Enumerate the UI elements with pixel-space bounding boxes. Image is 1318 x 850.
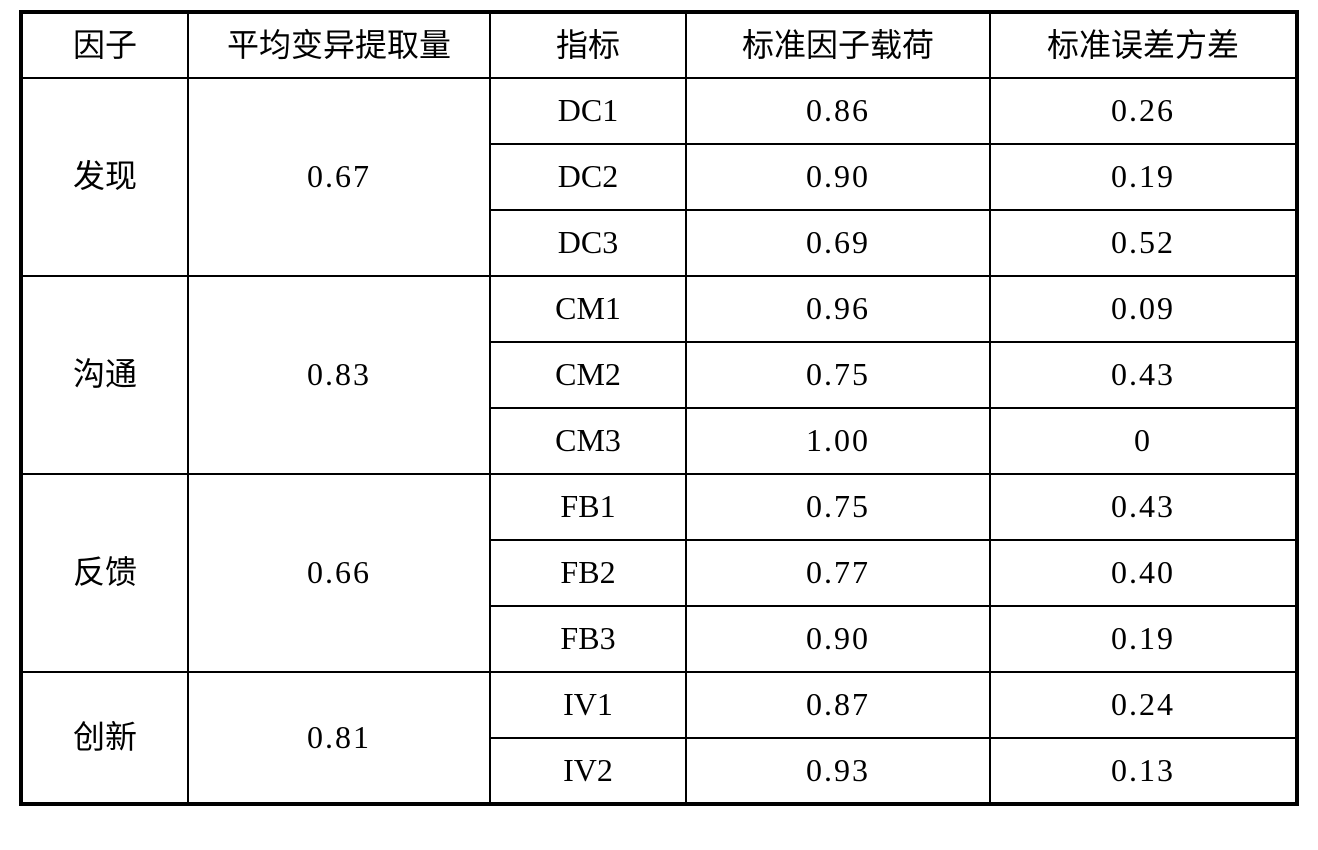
factor-cell: 发现 <box>20 77 189 277</box>
error-variance-cell: 0.43 <box>989 473 1298 541</box>
loading-cell: 1.00 <box>685 407 991 475</box>
ave-cell: 0.81 <box>187 671 491 805</box>
loading-cell: 0.75 <box>685 341 991 409</box>
loading-cell: 0.96 <box>685 275 991 343</box>
table-row: FB2 0.77 0.40 <box>21 539 1298 607</box>
factor-analysis-table: 因子 平均变异提取量 指标 标准因子载荷 标准误差方差 发现 0.67 DC1 … <box>19 10 1299 806</box>
table-row: CM3 1.00 0 <box>21 407 1298 475</box>
table-row: DC2 0.90 0.19 <box>21 143 1298 211</box>
indicator-cell: CM1 <box>489 275 687 343</box>
table-row: CM2 0.75 0.43 <box>21 341 1298 409</box>
factor-cell: 沟通 <box>20 275 189 475</box>
indicator-cell: IV1 <box>489 671 687 739</box>
error-variance-cell: 0.52 <box>989 209 1298 277</box>
error-variance-cell: 0.19 <box>989 605 1298 673</box>
ave-cell: 0.67 <box>187 77 491 277</box>
error-variance-cell: 0.40 <box>989 539 1298 607</box>
indicator-cell: FB2 <box>489 539 687 607</box>
error-variance-cell: 0.19 <box>989 143 1298 211</box>
loading-cell: 0.90 <box>685 143 991 211</box>
error-variance-cell: 0.43 <box>989 341 1298 409</box>
table-row: DC3 0.69 0.52 <box>21 209 1298 277</box>
error-variance-cell: 0 <box>989 407 1298 475</box>
error-variance-cell: 0.24 <box>989 671 1298 739</box>
indicator-column-header: 指标 <box>489 11 687 79</box>
indicator-cell: DC3 <box>489 209 687 277</box>
error-variance-column-header: 标准误差方差 <box>989 11 1298 79</box>
table-row: 发现 0.67 DC1 0.86 0.26 <box>20 77 1298 277</box>
loading-cell: 0.93 <box>685 737 991 805</box>
loading-cell: 0.87 <box>685 671 991 739</box>
indicator-cell: FB3 <box>489 605 687 673</box>
ave-column-header: 平均变异提取量 <box>187 11 491 79</box>
table-row: FB3 0.90 0.19 <box>21 605 1298 673</box>
table-row: 创新 0.81 IV1 0.87 0.24 <box>20 671 1298 805</box>
indicator-cell: CM3 <box>489 407 687 475</box>
indicator-cell: DC2 <box>489 143 687 211</box>
factor-cell: 创新 <box>20 671 189 805</box>
loading-cell: 0.69 <box>685 209 991 277</box>
table-row: 沟通 0.83 CM1 0.96 0.09 <box>20 275 1298 475</box>
indicator-cell: FB1 <box>489 473 687 541</box>
indicator-cell: CM2 <box>489 341 687 409</box>
loading-cell: 0.75 <box>685 473 991 541</box>
header-row: 因子 平均变异提取量 指标 标准因子载荷 标准误差方差 <box>20 11 1298 79</box>
loading-column-header: 标准因子载荷 <box>685 11 991 79</box>
error-variance-cell: 0.09 <box>989 275 1298 343</box>
table-row: IV2 0.93 0.13 <box>21 737 1298 805</box>
error-variance-cell: 0.26 <box>989 77 1298 145</box>
loading-cell: 0.90 <box>685 605 991 673</box>
loading-cell: 0.86 <box>685 77 991 145</box>
factor-cell: 反馈 <box>20 473 189 673</box>
ave-cell: 0.83 <box>187 275 491 475</box>
indicator-cell: DC1 <box>489 77 687 145</box>
loading-cell: 0.77 <box>685 539 991 607</box>
indicator-cell: IV2 <box>489 737 687 805</box>
factor-column-header: 因子 <box>20 11 189 79</box>
error-variance-cell: 0.13 <box>989 737 1298 805</box>
ave-cell: 0.66 <box>187 473 491 673</box>
table-row: 反馈 0.66 FB1 0.75 0.43 <box>20 473 1298 673</box>
